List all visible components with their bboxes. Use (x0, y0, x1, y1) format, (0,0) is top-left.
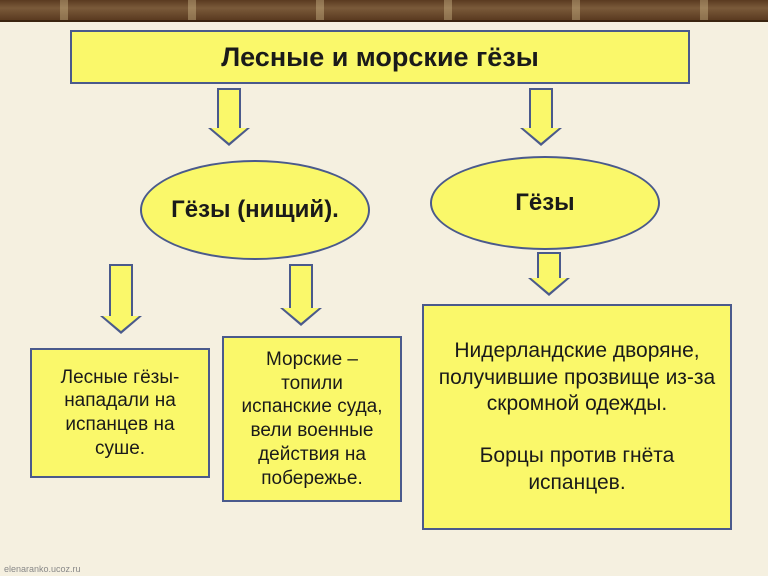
arrow-2 (100, 264, 142, 334)
arrow-3 (280, 264, 322, 326)
box-forest: Лесные гёзы- нападали на испанцев на суш… (30, 348, 210, 478)
credit-text: elenaranko.ucoz.ru (4, 564, 81, 574)
ellipse-right: Гёзы (430, 156, 660, 250)
arrow-4 (528, 252, 570, 296)
box-nobles: Нидерландские дворяне, получившие прозви… (422, 304, 732, 530)
diagram-canvas: Лесные и морские гёзы Гёзы (нищий). Гёзы… (0, 0, 768, 576)
arrow-0 (208, 88, 250, 146)
ellipse-left: Гёзы (нищий). (140, 160, 370, 260)
diagram-title: Лесные и морские гёзы (70, 30, 690, 84)
box-sea: Морские – топили испанские суда, вели во… (222, 336, 402, 502)
arrow-1 (520, 88, 562, 146)
